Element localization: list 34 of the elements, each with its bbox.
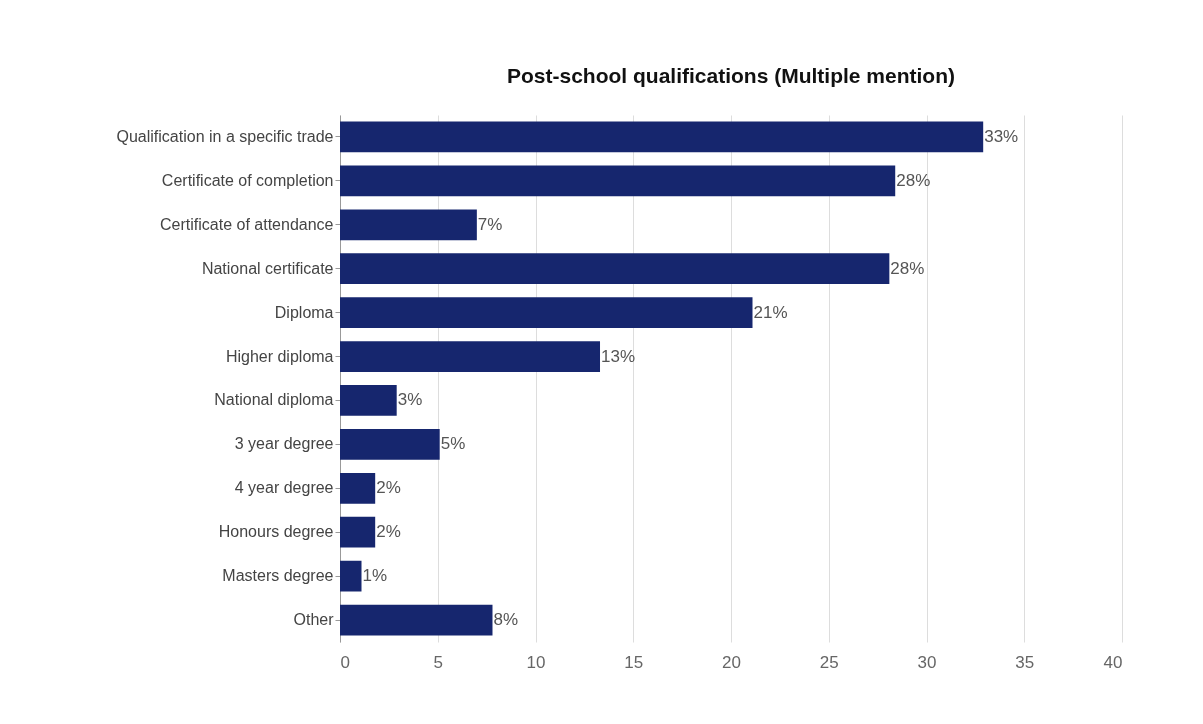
data-label: 28% xyxy=(890,258,925,278)
y-tick-label: National diploma xyxy=(214,391,334,409)
y-tick-label: Certificate of attendance xyxy=(160,215,334,233)
data-label: 33% xyxy=(984,126,1019,146)
x-tick-label: 20 xyxy=(722,652,741,672)
data-label: 5% xyxy=(440,434,466,454)
data-label: 13% xyxy=(601,346,636,366)
data-label: 2% xyxy=(376,478,401,498)
x-tick-label: 40 xyxy=(1103,652,1123,672)
data-label: 3% xyxy=(397,390,423,410)
x-tick-label: 10 xyxy=(526,652,546,672)
x-tick-label: 30 xyxy=(917,652,937,672)
y-tick-label: National certificate xyxy=(201,259,334,277)
y-tick-label: Higher diploma xyxy=(225,347,334,365)
chart-title: Post-school qualifications (Multiple mention) xyxy=(506,64,956,87)
data-label: 28% xyxy=(896,170,931,190)
x-tick-label: 5 xyxy=(433,652,443,672)
x-tick-label: 0 xyxy=(340,652,350,672)
y-tick-label: Diploma xyxy=(274,303,334,321)
y-tick-label: Masters degree xyxy=(222,567,334,585)
x-tick-label: 15 xyxy=(624,652,644,672)
data-label: 2% xyxy=(376,522,401,542)
data-label: 1% xyxy=(362,566,388,586)
data-label: 7% xyxy=(477,214,503,234)
y-tick-label: Qualification in a specific trade xyxy=(116,127,334,145)
data-label: 21% xyxy=(753,302,788,322)
y-tick-label: Certificate of completion xyxy=(161,171,334,189)
y-tick-label: 4 year degree xyxy=(234,479,334,497)
y-tick-label: 3 year degree xyxy=(234,435,334,453)
y-tick-label: Honours degree xyxy=(218,523,334,541)
y-tick-label: Other xyxy=(293,611,335,629)
x-tick-label: 25 xyxy=(819,652,839,672)
x-tick-label: 35 xyxy=(1015,652,1035,672)
data-label: 8% xyxy=(493,610,519,630)
